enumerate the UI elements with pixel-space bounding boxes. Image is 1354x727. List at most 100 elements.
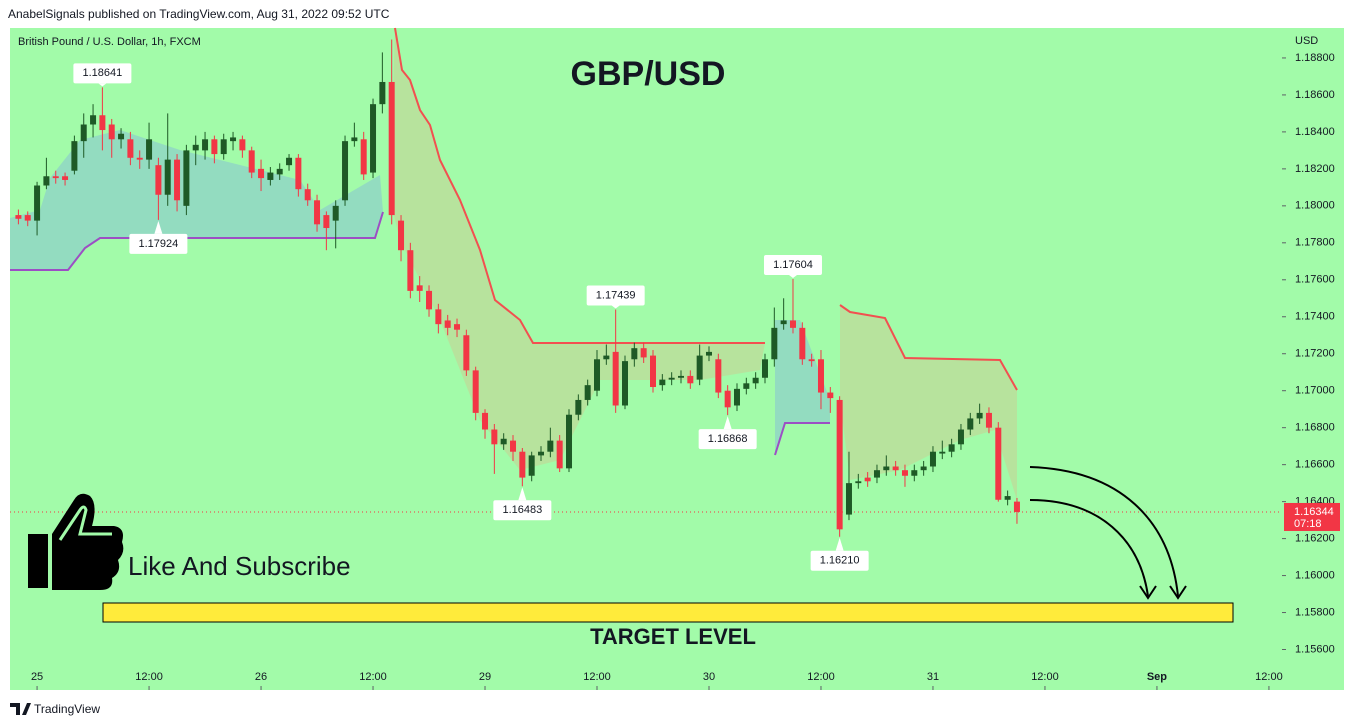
candle-body	[454, 324, 461, 330]
x-tick-label: 30	[703, 671, 715, 683]
annotation-pointer	[788, 275, 797, 279]
x-tick-label: 12:00	[135, 671, 163, 683]
candle-body	[519, 451, 526, 478]
y-tick-label: 1.15600	[1295, 643, 1335, 655]
y-tick-label: 1.16000	[1295, 569, 1335, 581]
x-tick-label: 12:00	[1255, 671, 1283, 683]
candle-body	[743, 383, 750, 389]
candle-body	[789, 320, 796, 328]
annotation-box	[129, 233, 188, 254]
logo	[10, 703, 31, 715]
target-zone	[102, 602, 1234, 623]
candle-body	[547, 440, 554, 452]
x-tick-label: 26	[255, 671, 267, 683]
indicator-line	[394, 27, 765, 344]
icon-part	[58, 505, 112, 541]
y-tick-label: 1.15800	[1295, 606, 1335, 618]
indicator-line	[774, 422, 830, 456]
candle-body	[771, 327, 778, 360]
candle-body	[230, 137, 237, 142]
candle-body	[500, 438, 507, 445]
y-tick-label: 1.17800	[1295, 237, 1335, 249]
candle-body	[538, 451, 545, 456]
y-tick-label: 1.17600	[1295, 274, 1335, 286]
candle-body	[696, 355, 703, 380]
candle-body	[687, 375, 694, 384]
candle-body	[594, 359, 601, 391]
annotation-label: 1.17604	[773, 259, 813, 271]
y-tick-label: 1.17400	[1295, 311, 1335, 323]
cta: Like And Subscribe	[128, 551, 351, 581]
candle-body	[24, 215, 31, 221]
candle-body	[463, 335, 470, 371]
annotation-pointer	[154, 220, 163, 234]
y-tick-label: 1.17200	[1295, 348, 1335, 360]
indicator-line	[839, 304, 1018, 391]
candle-body	[836, 399, 843, 530]
candle-body	[211, 139, 218, 155]
annotation-box	[586, 285, 645, 306]
candle-body	[360, 139, 367, 175]
header: AnabelSignals published on TradingView.c…	[8, 7, 390, 21]
candle-body	[817, 359, 824, 393]
candle-body	[43, 176, 50, 186]
candle-body	[398, 220, 405, 251]
annotation-pointer	[98, 83, 107, 87]
annotation-label: 1.16868	[708, 433, 748, 445]
annotation-pointer	[835, 537, 844, 551]
annotation-pointer	[611, 305, 620, 309]
candle-body	[174, 159, 181, 201]
indicator-fill	[840, 305, 1017, 500]
candle-body	[724, 390, 731, 408]
annotation-label: 1.17924	[139, 238, 179, 250]
candle-body	[136, 157, 143, 160]
candle-body	[929, 451, 936, 467]
candle-body	[118, 133, 125, 140]
candle-body	[314, 200, 321, 225]
chart-title: GBP/USD	[571, 55, 726, 93]
candle-body	[528, 455, 535, 476]
candle-body	[444, 320, 451, 328]
candle-body	[808, 359, 815, 362]
candle-body	[892, 466, 899, 471]
icon-part	[52, 493, 124, 590]
candle-body	[948, 444, 955, 452]
candle-body	[622, 361, 629, 406]
candle-body	[855, 481, 862, 484]
candle-body	[304, 189, 311, 201]
candle-body	[62, 176, 69, 180]
candle-body	[323, 215, 330, 229]
candle-body	[752, 377, 759, 384]
y-tick-label: 1.17000	[1295, 385, 1335, 397]
candle-body	[827, 392, 834, 399]
candle-body	[286, 157, 293, 166]
last-price-label: 1.16344	[1294, 506, 1334, 518]
candle-body	[146, 139, 153, 160]
candle-body	[155, 165, 162, 195]
candle-body	[407, 250, 414, 291]
annotation-pointer	[518, 487, 527, 501]
candle-body	[715, 359, 722, 393]
candle-body	[80, 124, 87, 142]
arrow-head	[1169, 585, 1187, 600]
candle-body	[575, 399, 582, 415]
candle-body	[705, 351, 712, 356]
candle-body	[733, 388, 740, 406]
candle-body	[164, 159, 171, 195]
candle-body	[127, 139, 134, 158]
arrow	[1029, 466, 1179, 597]
y-tick-label: 1.16800	[1295, 422, 1335, 434]
y-tick-label: 1.18200	[1295, 163, 1335, 175]
annotation-box	[493, 500, 552, 521]
arrow-head	[1139, 585, 1157, 600]
candle-body	[258, 168, 265, 179]
candle-body	[566, 414, 573, 469]
candle-body	[351, 137, 358, 142]
candle-body	[90, 115, 97, 125]
candle-body	[864, 477, 871, 482]
target-label: TARGET LEVEL	[590, 624, 756, 649]
candle-body	[332, 205, 339, 221]
candle-body	[192, 144, 199, 151]
candle-body	[15, 215, 22, 219]
